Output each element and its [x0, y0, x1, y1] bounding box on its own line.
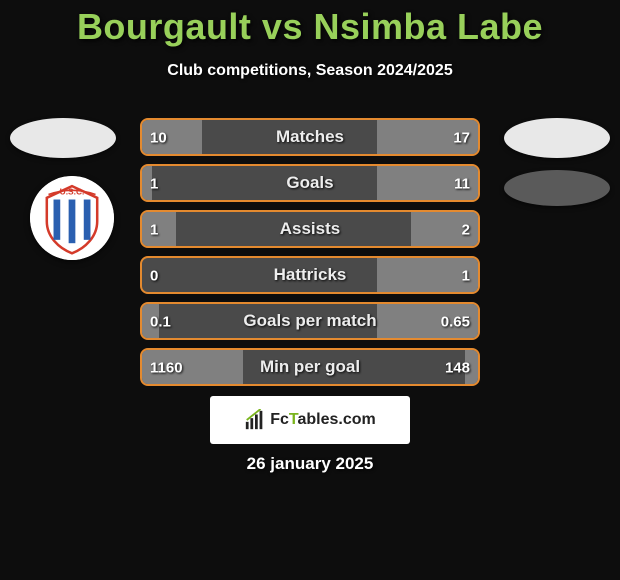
value-right: 11	[454, 176, 470, 193]
stat-row: Goals111	[0, 164, 620, 204]
brand-pre: Fc	[270, 411, 289, 428]
bar-track: Assists	[140, 210, 480, 248]
chart-icon	[244, 409, 266, 431]
bar-track: Goals per match	[140, 302, 480, 340]
bar-track: Goals	[140, 164, 480, 202]
value-left: 0.1	[150, 314, 171, 331]
value-left: 10	[150, 130, 167, 147]
stat-row: Matches10 17	[0, 118, 620, 158]
value-right: 1	[462, 268, 470, 285]
stat-row: Hattricks0 1	[0, 256, 620, 296]
value-right: 148	[445, 360, 470, 377]
value-left: 1160	[150, 360, 183, 377]
value-right: 17	[453, 130, 470, 147]
footer-brand-text: FcTables.com	[270, 411, 376, 429]
value-right: 2	[462, 222, 470, 239]
bar-track: Min per goal	[140, 348, 480, 386]
brand-accent: T	[289, 411, 298, 428]
stat-row: Assists1 2	[0, 210, 620, 250]
date-label: 26 january 2025	[0, 454, 620, 474]
footer-brand-box: FcTables.com	[210, 396, 410, 444]
brand-post: ables.com	[298, 411, 376, 428]
stat-row: Min per goal1160 148	[0, 348, 620, 388]
value-left: 1	[150, 176, 158, 193]
stats-bars: Matches1017Goals111Assists12Hattricks01G…	[0, 118, 620, 394]
bar-track: Matches	[140, 118, 480, 156]
value-left: 0	[150, 268, 158, 285]
subtitle: Club competitions, Season 2024/2025	[0, 62, 620, 80]
bar-fill-left	[142, 212, 176, 246]
page-title: Bourgault vs Nsimba Labe	[0, 6, 620, 48]
bar-track: Hattricks	[140, 256, 480, 294]
comparison-infographic: Bourgault vs Nsimba Labe Club competitio…	[0, 0, 620, 580]
stat-row: Goals per match0.1 0.65	[0, 302, 620, 342]
value-left: 1	[150, 222, 158, 239]
value-right: 0.65	[441, 314, 470, 331]
